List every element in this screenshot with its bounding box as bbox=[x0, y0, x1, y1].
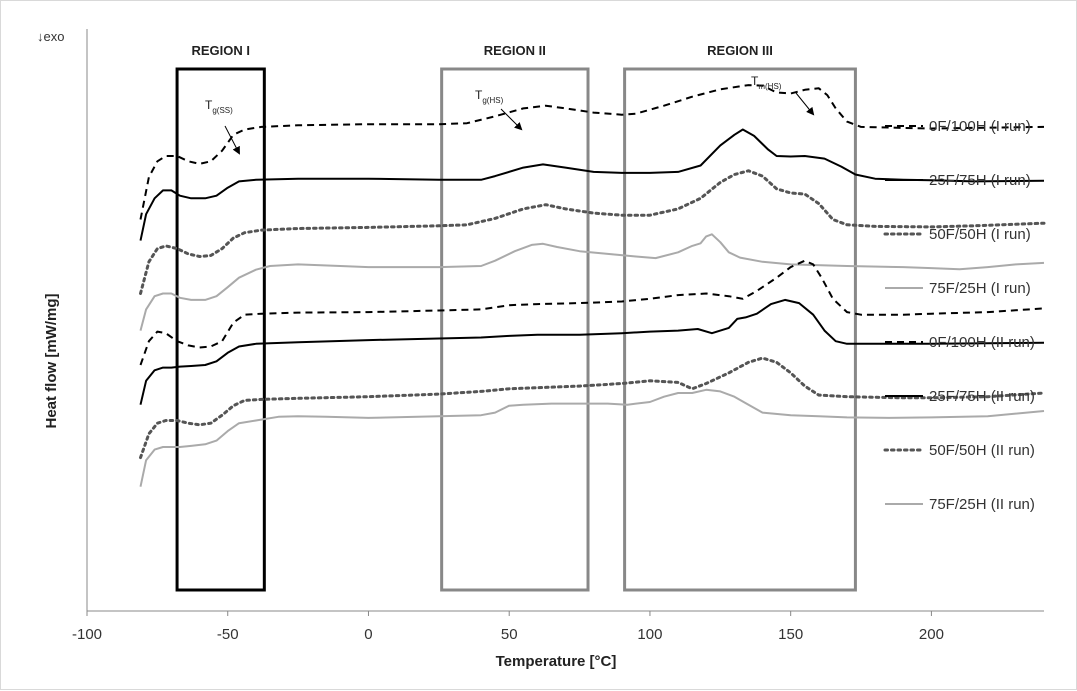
legend-label: 75F/25H (II run) bbox=[929, 496, 1035, 513]
x-tick-label: -100 bbox=[72, 626, 102, 643]
region-label-region-ii: REGION II bbox=[484, 43, 546, 58]
region-label-region-iii: REGION III bbox=[707, 43, 773, 58]
legend-label: 0F/100H (I run) bbox=[929, 118, 1031, 135]
series-layer bbox=[139, 84, 1046, 487]
legend-label: 50F/50H (I run) bbox=[929, 226, 1031, 243]
series-line-25f-75h-i-run bbox=[139, 128, 1045, 241]
x-tick-label: 50 bbox=[501, 626, 518, 643]
annotation-g-hs: Tg(HS) bbox=[475, 88, 504, 105]
annotation-arrow bbox=[795, 92, 815, 116]
region-box-region-ii bbox=[440, 67, 590, 592]
annotation-arrow bbox=[224, 125, 240, 155]
y-axis-title: Heat flow [mW/mg] bbox=[43, 294, 60, 429]
annotation-arrow bbox=[500, 108, 523, 131]
x-tick-label: 200 bbox=[919, 626, 944, 643]
legend-label: 50F/50H (II run) bbox=[929, 442, 1035, 459]
exo-label: ↓exo bbox=[37, 29, 64, 44]
annotation-g-ss: Tg(SS) bbox=[205, 98, 233, 115]
x-tick-label: 0 bbox=[364, 626, 372, 643]
x-tick-label: -50 bbox=[217, 626, 239, 643]
annotation-m-hs: Tm(HS) bbox=[751, 74, 782, 91]
legend-label: 0F/100H (II run) bbox=[929, 334, 1035, 351]
series-line-0f-100h-i-run bbox=[139, 84, 1045, 220]
series-line-75f-25h-i-run bbox=[139, 233, 1045, 331]
region-box-region-i bbox=[175, 67, 266, 592]
series-line-75f-25h-ii-run bbox=[139, 388, 1045, 487]
x-tick-label: 100 bbox=[637, 626, 662, 643]
region-label-region-i: REGION I bbox=[191, 43, 250, 58]
legend-label: 75F/25H (I run) bbox=[929, 280, 1031, 297]
region-box-region-iii bbox=[623, 67, 857, 592]
series-line-50f-50h-ii-run bbox=[139, 356, 1046, 460]
ticks-layer: -100 -50 0 50 100 150 200 bbox=[72, 611, 944, 643]
series-line-50f-50h-i-run bbox=[139, 169, 1046, 295]
regions-layer: REGION I REGION II REGION III bbox=[175, 43, 857, 592]
axes-layer: ↓exo Heat flow [mW/mg] Temperature [°C] bbox=[37, 29, 1044, 670]
x-tick-label: 150 bbox=[778, 626, 803, 643]
series-line-25f-75h-ii-run bbox=[139, 298, 1045, 405]
annotations-layer: Tg(SS) Tg(HS) Tm(HS) bbox=[205, 74, 815, 155]
legend-label: 25F/75H (II run) bbox=[929, 388, 1035, 405]
series-line-0f-100h-ii-run bbox=[139, 259, 1045, 366]
legend: 0F/100H (I run) 25F/75H (I run) 50F/50H (I… bbox=[883, 118, 1035, 513]
x-axis-title: Temperature [°C] bbox=[496, 653, 617, 670]
legend-label: 25F/75H (I run) bbox=[929, 172, 1031, 189]
